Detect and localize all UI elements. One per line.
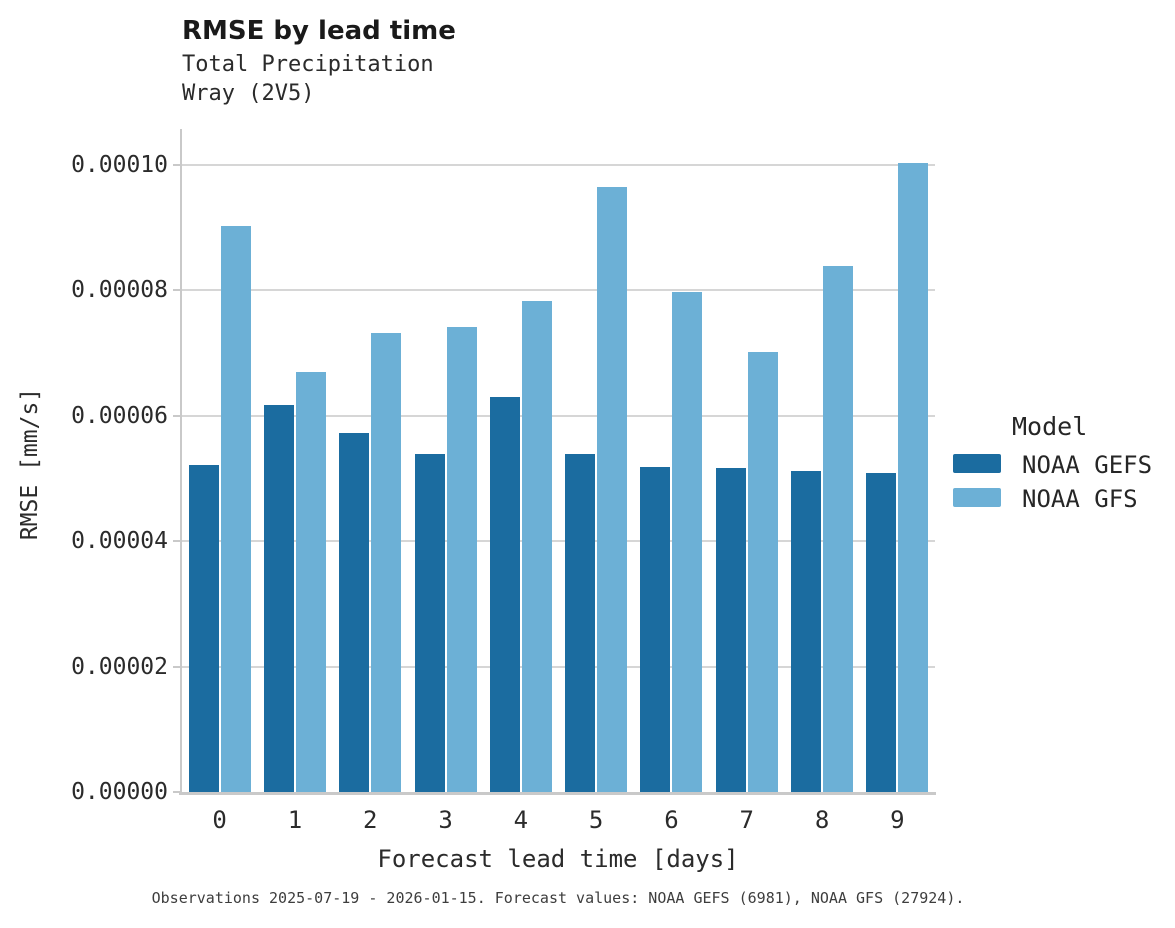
bar-noaa-gefs-day-8 [791, 470, 822, 792]
x-axis-label: Forecast lead time [days] [377, 845, 739, 873]
bar-noaa-gefs-day-6 [640, 467, 671, 792]
x-tick-label: 1 [287, 806, 303, 834]
y-tick-mark [173, 289, 181, 292]
plot-area [182, 129, 935, 792]
y-tick-mark [173, 665, 181, 668]
x-tick-label: 8 [814, 806, 830, 834]
y-tick-label: 0.00004 [71, 528, 168, 555]
x-tick-label: 0 [212, 806, 227, 834]
x-tick-label: 9 [890, 806, 905, 834]
x-axis-spine [179, 792, 936, 795]
y-tick-mark [173, 540, 181, 543]
legend-title: Model [1012, 412, 1088, 441]
y-tick-label: 0.00008 [71, 277, 168, 304]
legend-label-noaa-gfs: NOAA GFS [1022, 485, 1138, 513]
x-tick-label: 7 [739, 806, 754, 834]
gridline-0.00002 [182, 665, 935, 668]
bar-noaa-gfs-day-3 [446, 327, 477, 792]
bar-noaa-gefs-day-7 [715, 467, 746, 792]
y-tick-mark [173, 791, 181, 793]
bar-noaa-gefs-day-4 [489, 396, 520, 792]
chart-subtitle-location: Wray (2V5) [182, 81, 315, 106]
legend-swatch-noaa-gefs [953, 454, 1001, 473]
bar-noaa-gfs-day-0 [220, 225, 251, 792]
y-tick-label: 0.00006 [71, 402, 168, 429]
bar-noaa-gfs-day-1 [295, 371, 326, 792]
bar-noaa-gefs-day-0 [188, 464, 219, 792]
footer-caption: Observations 2025-07-19 - 2026-01-15. Fo… [151, 889, 965, 907]
legend-label-noaa-gefs: NOAA GEFS [1022, 451, 1153, 479]
bar-noaa-gefs-day-1 [263, 405, 294, 792]
bar-noaa-gfs-day-7 [747, 351, 778, 792]
bar-noaa-gfs-day-9 [898, 163, 929, 792]
bar-noaa-gefs-day-2 [339, 432, 370, 792]
gridline-0.00008 [182, 289, 935, 292]
bar-noaa-gefs-day-5 [565, 454, 596, 792]
y-tick-label: 0.00000 [71, 779, 168, 805]
bar-noaa-gfs-day-5 [597, 186, 628, 792]
y-tick-label: 0.00002 [71, 653, 168, 680]
gridline-0.00010 [182, 163, 935, 166]
bar-noaa-gefs-day-3 [414, 454, 445, 792]
x-tick-label: 4 [513, 806, 529, 834]
y-tick-mark [173, 163, 181, 166]
chart-subtitle-variable: Total Precipitation [182, 52, 434, 77]
chart-title: RMSE by lead time [182, 16, 456, 46]
y-tick-mark [173, 414, 181, 417]
x-tick-label: 5 [588, 806, 604, 834]
bar-noaa-gfs-day-8 [823, 265, 854, 792]
gridline-0.00004 [182, 540, 935, 543]
bar-noaa-gefs-day-9 [866, 472, 897, 792]
bar-noaa-gfs-day-6 [672, 292, 703, 792]
y-axis-spine [180, 129, 182, 795]
x-tick-label: 2 [363, 806, 378, 834]
bar-noaa-gfs-day-4 [521, 301, 552, 792]
legend-swatch-noaa-gfs [953, 488, 1001, 507]
x-tick-label: 6 [664, 806, 679, 834]
y-tick-label: 0.00010 [71, 151, 168, 178]
bar-noaa-gfs-day-2 [371, 333, 402, 792]
gridline-0.00006 [182, 414, 935, 417]
x-tick-label: 3 [438, 806, 453, 834]
